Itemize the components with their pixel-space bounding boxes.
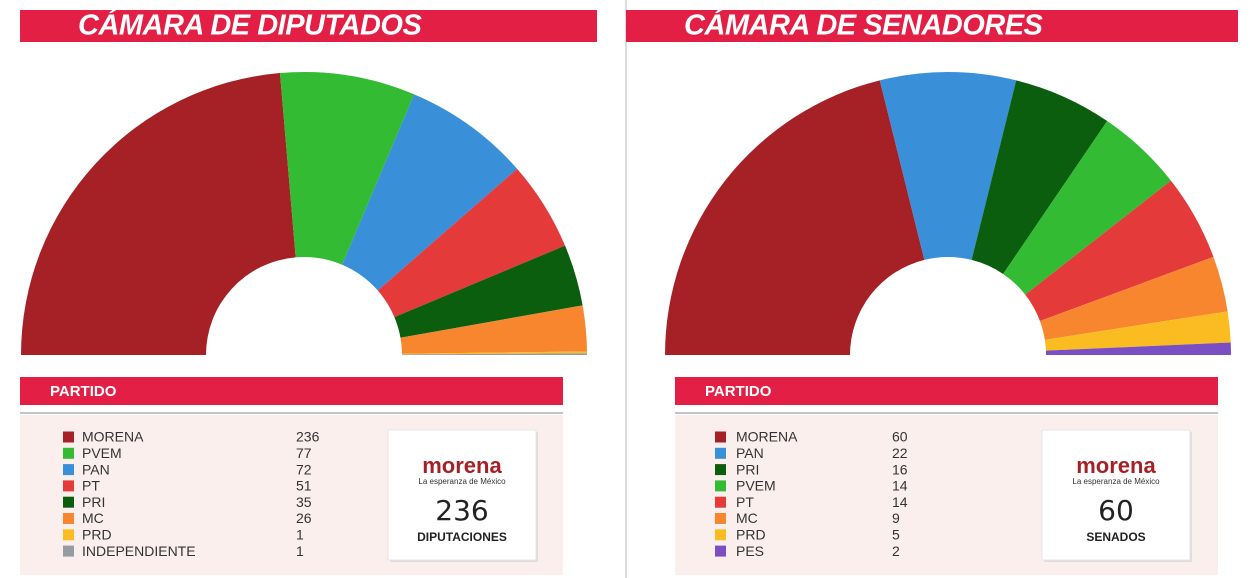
party-seats: 60 bbox=[892, 429, 908, 445]
winner-seats: 236 bbox=[435, 494, 488, 527]
party-name: PRD bbox=[736, 527, 766, 543]
seat-wedge bbox=[402, 353, 587, 355]
table-header: PARTIDO bbox=[50, 383, 117, 400]
party-name: MC bbox=[736, 510, 758, 526]
legend-swatch bbox=[715, 513, 726, 524]
legend-swatch bbox=[63, 431, 74, 443]
seat-wedge bbox=[394, 245, 583, 338]
legend-swatch bbox=[63, 496, 74, 508]
party-name: PES bbox=[736, 543, 764, 559]
winner-tagline: La esperanza de México bbox=[418, 477, 506, 486]
winner-logo: morena bbox=[1076, 453, 1156, 478]
party-seats: 51 bbox=[296, 478, 312, 494]
legend-swatch bbox=[63, 480, 74, 492]
party-seats: 1 bbox=[296, 543, 304, 559]
winner-box bbox=[387, 429, 537, 561]
seat-wedge bbox=[1025, 180, 1214, 322]
legend-swatch bbox=[715, 545, 726, 557]
seat-wedge bbox=[400, 305, 587, 354]
party-seats: 14 bbox=[892, 494, 908, 510]
party-seats: 9 bbox=[892, 510, 900, 526]
seat-wedge bbox=[377, 168, 566, 318]
winner-tagline: La esperanza de México bbox=[1072, 477, 1160, 486]
seat-wedge bbox=[401, 351, 587, 355]
party-seats: 16 bbox=[892, 461, 908, 477]
party-name: PRI bbox=[736, 461, 759, 477]
legend-swatch bbox=[63, 545, 74, 557]
party-name: MC bbox=[82, 510, 104, 526]
seat-wedge bbox=[1003, 121, 1171, 295]
party-name: PRD bbox=[82, 527, 112, 543]
legend-swatch bbox=[63, 464, 74, 476]
party-seats: 77 bbox=[296, 445, 312, 461]
party-name: INDEPENDIENTE bbox=[82, 543, 196, 559]
table-header-bar bbox=[675, 377, 1218, 405]
party-seats: 26 bbox=[296, 510, 312, 526]
party-name: PAN bbox=[736, 445, 764, 461]
party-name: MORENA bbox=[82, 429, 144, 445]
legend-swatch bbox=[715, 447, 726, 459]
legend-swatch bbox=[715, 464, 726, 476]
party-name: PT bbox=[82, 478, 100, 494]
legend-swatch bbox=[715, 480, 726, 492]
party-seats: 2 bbox=[892, 543, 900, 559]
legend-swatch bbox=[715, 496, 726, 508]
legend-swatch bbox=[63, 513, 74, 524]
party-seats: 1 bbox=[296, 527, 304, 543]
seat-wedge bbox=[879, 72, 1017, 260]
party-name: PVEM bbox=[82, 445, 122, 461]
seat-wedge bbox=[1044, 311, 1231, 351]
legend-swatch bbox=[63, 447, 74, 459]
party-seats: 22 bbox=[892, 445, 908, 461]
winner-box bbox=[1041, 429, 1191, 561]
party-seats: 236 bbox=[296, 429, 320, 445]
seat-wedge bbox=[279, 71, 415, 265]
winner-seats: 60 bbox=[1098, 494, 1134, 527]
title-bar bbox=[626, 10, 1238, 42]
chart-title: CÁMARA DE SENADORES bbox=[684, 9, 1044, 42]
party-name: PT bbox=[736, 494, 754, 510]
table-header-bar bbox=[20, 377, 563, 405]
seat-wedge bbox=[342, 94, 518, 291]
legend-swatch bbox=[715, 431, 726, 443]
title-bar bbox=[20, 10, 597, 42]
winner-logo: morena bbox=[422, 453, 502, 478]
party-seats: 72 bbox=[296, 461, 312, 477]
party-seats: 5 bbox=[892, 527, 900, 543]
winner-label: DIPUTACIONES bbox=[417, 530, 507, 544]
seat-wedge bbox=[1045, 342, 1231, 355]
seat-wedge bbox=[665, 80, 925, 355]
party-name: PRI bbox=[82, 494, 105, 510]
party-name: PVEM bbox=[736, 478, 776, 494]
table-header: PARTIDO bbox=[705, 383, 772, 400]
seat-wedge bbox=[1039, 256, 1228, 340]
party-seats: 35 bbox=[296, 494, 312, 510]
chart-title: CÁMARA DE DIPUTADOS bbox=[78, 9, 422, 42]
party-seats: 14 bbox=[892, 478, 908, 494]
seat-wedge bbox=[21, 73, 296, 356]
legend-swatch bbox=[715, 529, 726, 541]
party-name: PAN bbox=[82, 461, 110, 477]
legend-swatch bbox=[63, 529, 74, 541]
winner-label: SENADOS bbox=[1086, 530, 1145, 544]
seat-wedge bbox=[971, 80, 1108, 274]
party-name: MORENA bbox=[736, 429, 798, 445]
